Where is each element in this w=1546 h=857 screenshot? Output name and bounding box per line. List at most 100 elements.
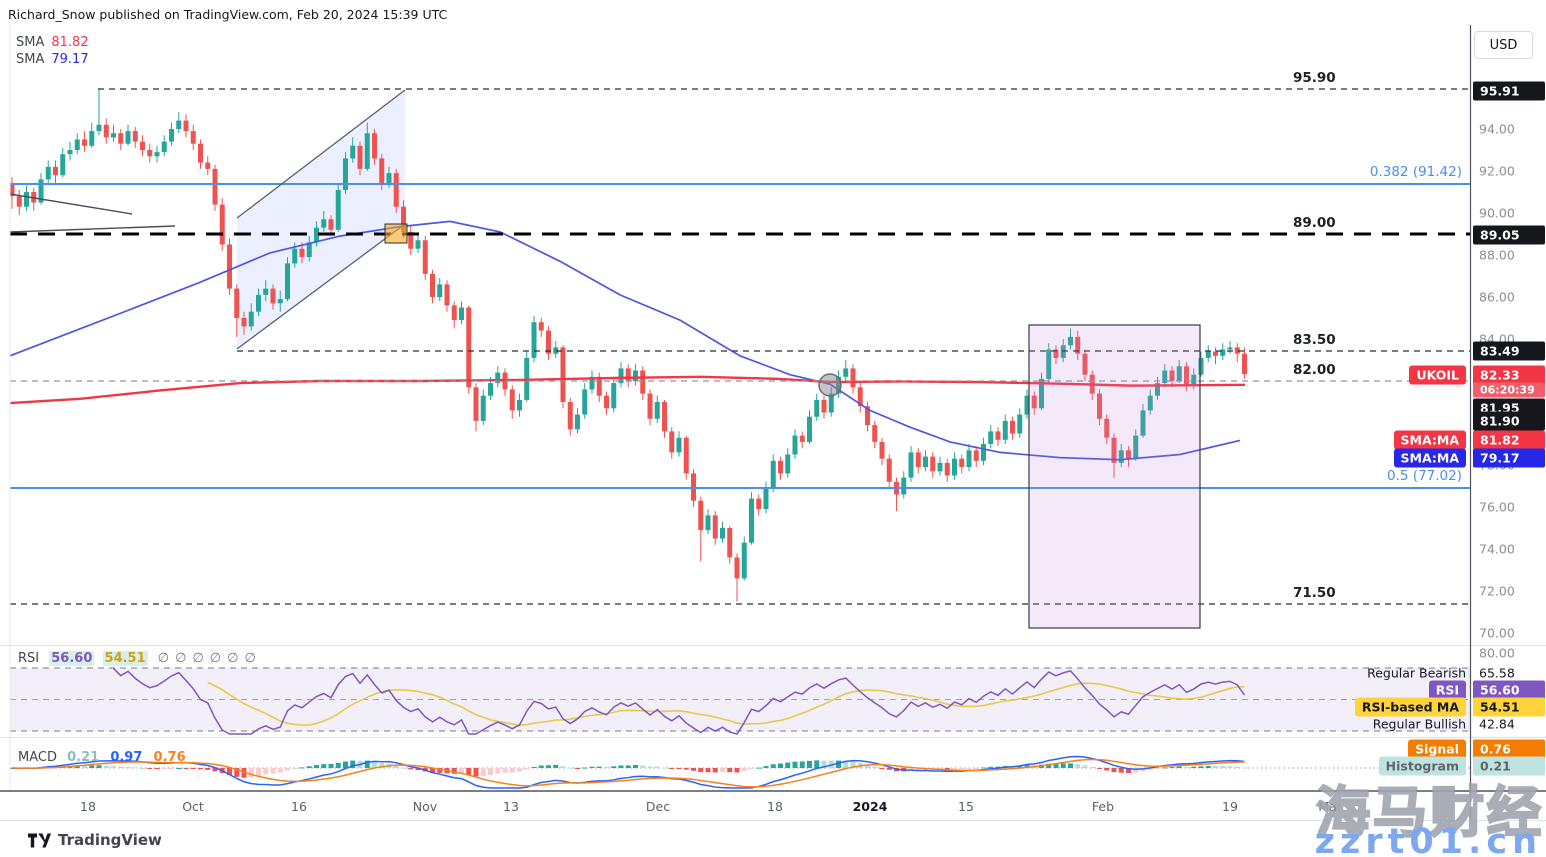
candle-body	[16, 196, 22, 207]
candle-body	[1198, 357, 1204, 375]
time-axis-label[interactable]: 18	[80, 799, 96, 814]
price-axis-badge: 81.90	[1473, 411, 1545, 431]
candle-body	[53, 166, 58, 176]
time-axis-label[interactable]: Feb	[1091, 799, 1115, 814]
macd-histogram-bar	[480, 768, 486, 777]
price-level-label[interactable]: 83.50	[1293, 332, 1336, 348]
time-axis-label[interactable]: 13	[503, 799, 519, 814]
fib-level-label[interactable]: 0.5 (77.02)	[1387, 468, 1462, 484]
macd-histogram-bar	[183, 768, 189, 769]
indicator-name-chip[interactable]: SMA:MA	[1393, 448, 1466, 468]
macd-histogram-bar	[1126, 768, 1131, 774]
channel-bottom-edge[interactable]	[236, 223, 406, 350]
tradingview-logo[interactable]: TradingView	[28, 831, 162, 849]
macd-histogram-bar	[589, 766, 595, 768]
publish-header: Richard_Snow published on TradingView.co…	[8, 7, 448, 22]
rsi-empty-slot-icon: ∅	[175, 651, 187, 666]
candle-body	[879, 441, 885, 459]
candle-body	[1068, 336, 1073, 346]
price-level-label[interactable]: 95.90	[1293, 70, 1336, 86]
macd-histogram-bar	[1060, 763, 1066, 768]
macd-histogram-bar	[1234, 766, 1240, 768]
macd-histogram-bar	[756, 767, 762, 769]
trendline[interactable]	[9, 193, 133, 215]
macd-signal-line[interactable]	[11, 758, 1245, 788]
candle-body	[103, 124, 109, 138]
candle-body	[582, 389, 588, 415]
candle-body	[930, 456, 936, 472]
indicator-name-chip[interactable]: RSI-based MA	[1354, 697, 1466, 717]
highlight-box-purple[interactable]	[1028, 324, 1201, 629]
macd-line[interactable]	[11, 755, 1245, 789]
macd-histogram-bar	[408, 768, 414, 770]
candle-body	[763, 488, 769, 510]
price-level-label[interactable]: 71.50	[1293, 585, 1336, 601]
channel-top-edge[interactable]	[236, 89, 406, 219]
macd-legend[interactable]: MACD 0.21 0.97 0.76	[18, 750, 186, 765]
indicator-name-chip[interactable]: RSI	[1428, 680, 1466, 700]
sma-legend-row-1[interactable]: SMA 81.82	[16, 35, 89, 50]
price-level-label[interactable]: 82.00	[1293, 362, 1336, 378]
macd-histogram-bar	[959, 768, 965, 769]
candle-body	[1075, 336, 1081, 354]
macd-histogram-bar	[625, 765, 631, 768]
indicator-name-chip[interactable]: Signal	[1408, 739, 1466, 759]
time-axis-label[interactable]: Oct	[182, 799, 204, 814]
macd-histogram-bar	[785, 762, 791, 768]
time-axis-label[interactable]: Nov	[412, 799, 438, 814]
trendline[interactable]	[9, 225, 176, 233]
candle-body	[1184, 366, 1189, 386]
candle-body	[161, 141, 167, 153]
indicator-name-chip[interactable]: UKOIL	[1409, 365, 1466, 385]
time-axis-label[interactable]: 2024	[852, 799, 888, 814]
candle-body	[1169, 370, 1175, 381]
time-axis-label[interactable]: 16	[291, 799, 307, 814]
rsi-legend-title: RSI	[18, 651, 40, 666]
candle-body	[190, 131, 196, 144]
time-axis-label[interactable]: Dec	[645, 799, 671, 814]
price-axis-badge: 81.82	[1473, 430, 1545, 450]
rsi-line[interactable]	[112, 667, 1246, 735]
candle-body	[720, 528, 725, 539]
cross-marker-circle[interactable]	[818, 373, 842, 397]
rsi-empty-slot-icon: ∅	[157, 651, 170, 666]
sma-slow-line[interactable]	[9, 220, 1241, 461]
candle-body	[995, 431, 1001, 440]
candle-body	[118, 133, 124, 144]
macd-histogram-bar	[1227, 766, 1233, 768]
macd-histogram-bar	[1176, 766, 1182, 768]
candle-body	[1024, 395, 1030, 415]
macd-histogram-bar	[1184, 766, 1189, 768]
macd-histogram-bar	[451, 768, 457, 774]
time-axis-label[interactable]: 19	[1222, 799, 1238, 814]
trend-channel[interactable]	[237, 90, 405, 349]
candle-body	[901, 477, 907, 495]
macd-histogram-bar	[1053, 763, 1059, 768]
macd-histogram-bar	[712, 768, 718, 773]
macd-histogram-bar	[524, 768, 530, 770]
fib-level-label[interactable]: 0.382 (91.42)	[1369, 164, 1462, 180]
macd-histogram-bar	[430, 768, 435, 773]
sma-legend-row-2[interactable]: SMA 79.17	[16, 52, 89, 67]
price-level-label[interactable]: 89.00	[1293, 215, 1336, 231]
macd-histogram-bar	[640, 765, 646, 768]
indicator-name-chip[interactable]: Histogram	[1378, 756, 1466, 776]
macd-histogram-bar	[770, 764, 776, 768]
time-axis-label[interactable]: 15	[958, 799, 974, 814]
time-axis-label[interactable]: Mar	[1318, 799, 1342, 814]
macd-histogram-bar	[1198, 766, 1204, 768]
sma-fast-line[interactable]	[9, 375, 1246, 405]
candle-body	[1031, 395, 1037, 409]
time-axis-label[interactable]: 18	[767, 799, 783, 814]
macd-histogram-bar	[161, 768, 167, 769]
rsi-legend[interactable]: RSI 56.60 54.51 ∅ ∅ ∅ ∅ ∅ ∅	[18, 651, 256, 666]
macd-histogram-bar	[1140, 768, 1146, 772]
macd-histogram-bar	[865, 764, 870, 768]
highlight-box-orange[interactable]	[384, 223, 408, 244]
divergence-label: Regular Bearish	[1367, 665, 1466, 681]
indicator-name-chip[interactable]: SMA:MA	[1393, 430, 1466, 450]
currency-button[interactable]: USD	[1474, 31, 1533, 59]
macd-histogram-bar	[1162, 767, 1168, 769]
